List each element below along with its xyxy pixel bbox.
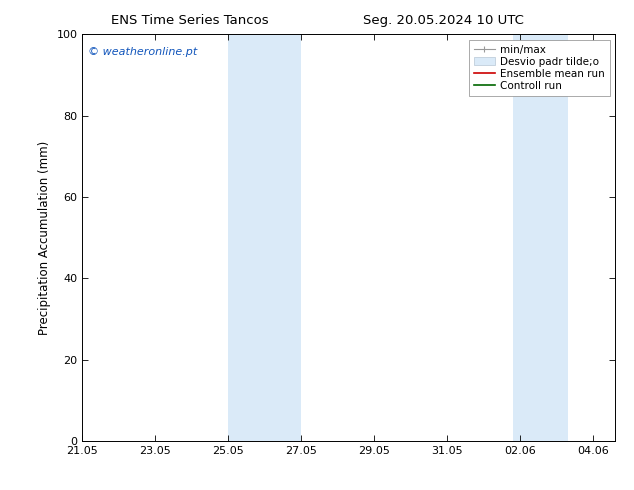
Text: ENS Time Series Tancos: ENS Time Series Tancos [112, 14, 269, 27]
Bar [513, 34, 567, 441]
Legend: min/max, Desvio padr tilde;o, Ensemble mean run, Controll run: min/max, Desvio padr tilde;o, Ensemble m… [469, 40, 610, 96]
Y-axis label: Precipitation Accumulation (mm): Precipitation Accumulation (mm) [38, 141, 51, 335]
Bar [228, 34, 301, 441]
Text: Seg. 20.05.2024 10 UTC: Seg. 20.05.2024 10 UTC [363, 14, 524, 27]
Text: © weatheronline.pt: © weatheronline.pt [87, 47, 197, 56]
